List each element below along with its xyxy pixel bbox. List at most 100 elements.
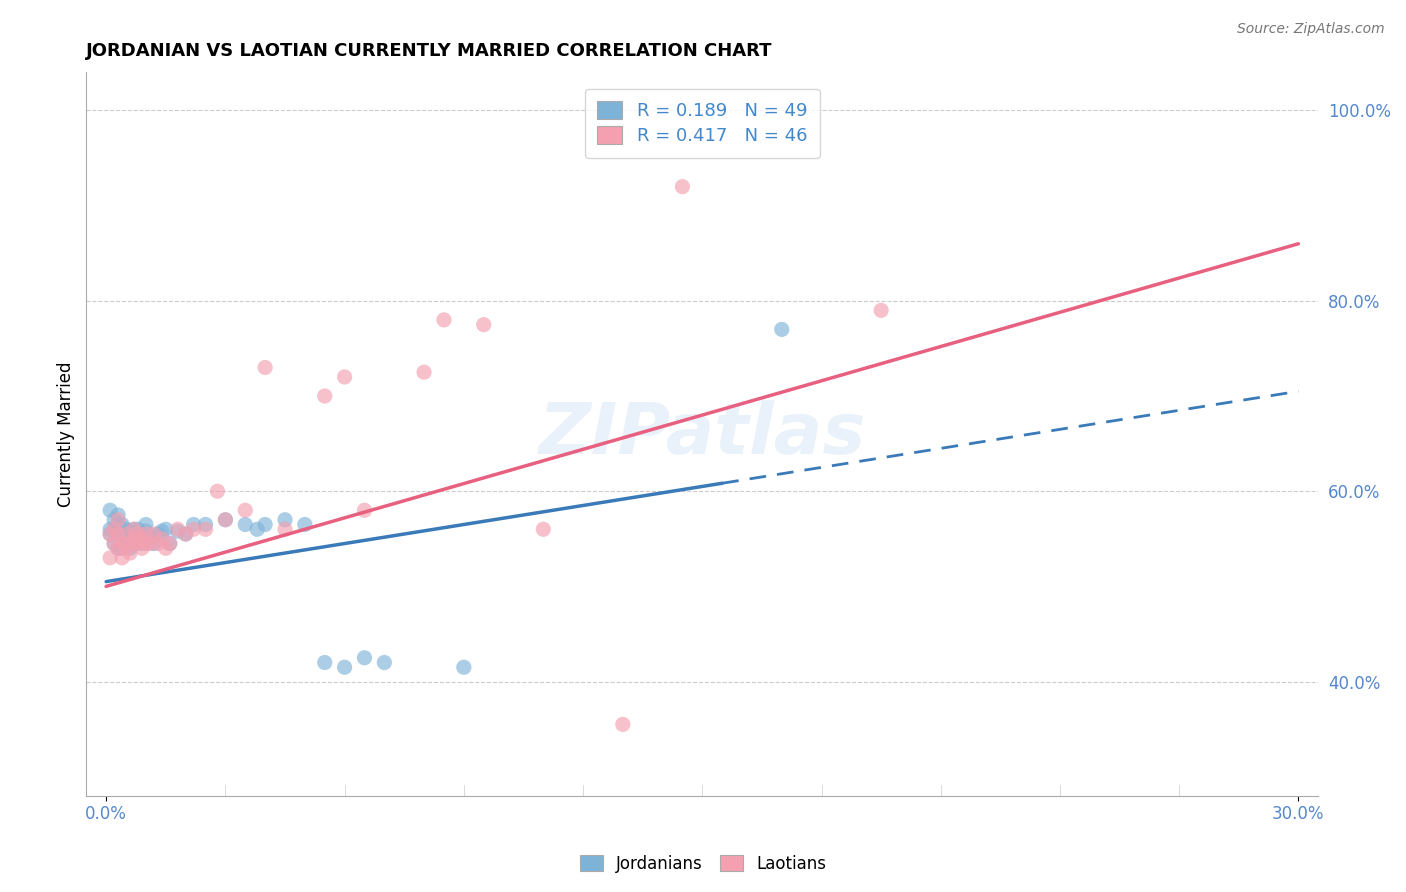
Point [246,522,269,536]
Point [146,536,169,550]
Text: Source: ZipAtlas.com: Source: ZipAtlas.com [1237,22,1385,37]
Point [127,522,149,536]
Text: ZIPatlas: ZIPatlas [538,400,866,468]
Legend: Jordanians, Laotians: Jordanians, Laotians [574,848,832,880]
Point [373,656,395,670]
Point [214,513,236,527]
Point [770,322,793,336]
Point [127,536,149,550]
Point [150,524,173,538]
Point [671,179,693,194]
Point [98,527,121,541]
Point [159,536,181,550]
Point [413,365,436,379]
Point [127,527,149,541]
Point [166,522,188,536]
Point [166,524,188,538]
Point [131,532,153,546]
Point [107,527,129,541]
Point [183,522,205,536]
Point [115,527,138,541]
Point [194,522,217,536]
Point [115,527,138,541]
Point [472,318,495,332]
Point [314,389,336,403]
Point [98,503,121,517]
Point [233,517,256,532]
Point [254,517,277,532]
Point [115,541,138,556]
Point [115,536,138,550]
Point [122,536,145,550]
Point [214,513,236,527]
Point [103,513,125,527]
Point [131,541,153,556]
Point [183,517,205,532]
Point [131,536,153,550]
Point [98,550,121,565]
Point [107,513,129,527]
Point [294,517,316,532]
Point [135,527,157,541]
Point [274,513,297,527]
Point [274,522,297,536]
Text: JORDANIAN VS LAOTIAN CURRENTLY MARRIED CORRELATION CHART: JORDANIAN VS LAOTIAN CURRENTLY MARRIED C… [86,42,773,60]
Point [135,517,157,532]
Point [142,536,165,550]
Point [139,536,162,550]
Point [103,536,125,550]
Point [118,536,141,550]
Point [353,650,375,665]
Point [107,508,129,522]
Point [207,484,229,499]
Point [111,517,134,532]
Point [870,303,893,318]
Point [103,522,125,536]
Point [353,503,375,517]
Point [118,541,141,556]
Point [194,517,217,532]
Point [111,532,134,546]
Point [111,541,134,556]
Point [531,522,554,536]
Point [155,522,177,536]
Point [107,527,129,541]
Point [118,546,141,560]
Point [103,522,125,536]
Point [135,536,157,550]
Point [333,660,356,674]
Point [111,536,134,550]
Point [111,550,134,565]
Point [453,660,475,674]
Point [107,517,129,532]
Point [107,541,129,556]
Point [118,533,141,548]
Point [314,656,336,670]
Point [135,524,157,538]
Point [233,503,256,517]
Y-axis label: Currently Married: Currently Married [58,361,75,507]
Point [98,527,121,541]
Point [142,527,165,541]
Point [150,532,173,546]
Point [174,527,197,541]
Point [103,536,125,550]
Point [146,527,169,541]
Point [433,313,456,327]
Point [155,541,177,556]
Point [115,522,138,536]
Point [127,530,149,544]
Point [122,522,145,536]
Point [122,522,145,536]
Point [254,360,277,375]
Point [131,527,153,541]
Point [159,536,181,550]
Point [174,527,197,541]
Point [107,541,129,556]
Point [612,717,634,731]
Point [122,532,145,546]
Point [333,370,356,384]
Point [118,524,141,538]
Point [139,530,162,544]
Point [98,522,121,536]
